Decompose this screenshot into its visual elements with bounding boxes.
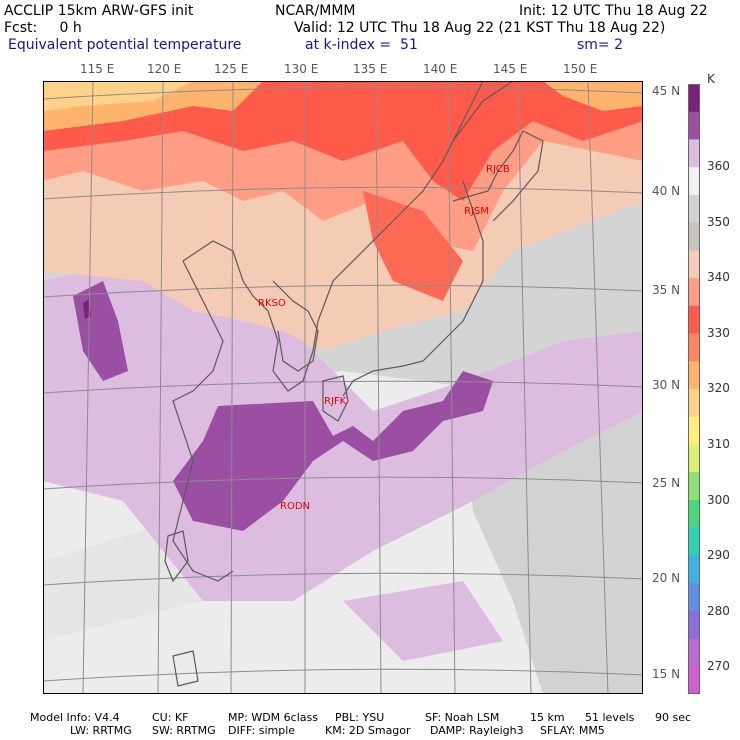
footer-sw: SW: RRTMG [152,724,216,737]
colorbar-swatch [688,167,700,196]
colorbar-label: 300 [707,493,730,507]
footer-sf: SF: Noah LSM [425,711,500,724]
footer-damp: DAMP: Rayleigh3 [430,724,524,737]
colorbar-label: 280 [707,604,730,618]
lat-label: 35 N [652,283,681,297]
colorbar-swatch [688,499,700,529]
footer-sflay: SFLAY: MM5 [540,724,605,737]
station-labels: RJCB RJSM RKSO RJFK RODN [258,164,510,512]
lon-label: 130 E [284,62,319,76]
lon-label: 140 E [423,62,458,76]
lat-label: 30 N [652,378,681,392]
footer-levels: 51 levels [585,711,635,724]
station-rkso: RKSO [258,298,286,309]
colorbar-unit: K [707,72,715,86]
colorbar-swatch [688,638,700,667]
colorbar-swatch [688,361,700,390]
footer-cu: CU: KF [152,711,189,724]
valid-time: Valid: 12 UTC Thu 18 Aug 22 (21 KST Thu … [294,20,666,36]
footer-resolution: 15 km [530,711,565,724]
lon-label: 135 E [353,62,388,76]
colorbar-frame [688,84,700,694]
init-time: Init: 12 UTC Thu 18 Aug 22 [519,3,708,19]
field-360k-south [343,581,503,661]
colorbar-swatch [688,610,700,640]
footer-pbl: PBL: YSU [335,711,385,724]
colorbar-label: 360 [707,159,730,173]
lat-label: 40 N [652,184,681,198]
lon-label: 115 E [80,62,115,76]
level-label: at k-index = 51 [305,37,418,53]
graticule [43,81,643,694]
theta-e-map: RJCB RJSM RKSO RJFK RODN [43,81,643,694]
colorbar-swatch [688,139,700,168]
lon-label: 125 E [214,62,249,76]
field-320k [43,81,643,201]
colorbar-swatch [688,472,700,501]
colorbar [688,84,700,694]
lat-label: 45 N [652,84,681,98]
colorbar-swatch [688,583,700,612]
colorbar-swatch [688,527,700,556]
title-model: ACCLIP 15km ARW-GFS init [4,3,194,19]
colorbar-swatch [688,555,700,584]
title-institution: NCAR/MMM [275,3,356,19]
colorbar-label: 340 [707,270,730,284]
colorbar-label: 330 [707,326,730,340]
colorbar-label: 350 [707,215,730,229]
colorbar-swatch [688,84,700,113]
coastlines [164,81,544,687]
lat-label: 20 N [652,571,681,585]
colorbar-swatch [688,666,700,694]
colorbar-label: 270 [707,659,730,673]
smoothing-label: sm= 2 [577,37,624,53]
footer-timestep: 90 sec [655,711,692,724]
footer-diff: DIFF: simple [228,724,296,737]
colorbar-swatch [688,194,700,224]
footer-lw: LW: RRTMG [70,724,132,737]
colorbar-swatch [688,333,700,362]
colorbar-swatch [688,389,700,418]
colorbar-swatch [688,250,700,279]
station-rjsm: RJSM [464,206,489,217]
lat-label: 15 N [652,667,681,681]
colorbar-swatch [688,111,700,140]
station-rodn: RODN [280,501,310,512]
station-rjcb: RJCB [486,164,510,175]
field-310k-ne [543,81,643,111]
colorbar-swatch [688,444,700,473]
station-rjfk: RJFK [324,396,347,407]
colorbar-swatch [688,222,700,251]
lon-label: 150 E [563,62,598,76]
field-320k-japan-sea [363,191,463,301]
footer-km: KM: 2D Smagor [325,724,411,737]
field-name: Equivalent potential temperature [8,37,242,53]
lon-label: 145 E [493,62,528,76]
colorbar-swatch [688,416,700,445]
colorbar-label: 320 [707,381,730,395]
field-370k-core-central [173,371,493,531]
colorbar-label: 290 [707,548,730,562]
lon-label: 120 E [147,62,182,76]
footer-model-info: Model Info: V4.4 [30,711,120,724]
lat-label: 25 N [652,476,681,490]
colorbar-swatch [688,278,700,307]
map-frame [43,81,643,694]
colorbar-label: 310 [707,437,730,451]
footer-mp: MP: WDM 6class [228,711,318,724]
colorbar-swatch [688,305,700,335]
forecast-hour: Fcst: 0 h [4,20,82,36]
field-300k [43,81,193,111]
